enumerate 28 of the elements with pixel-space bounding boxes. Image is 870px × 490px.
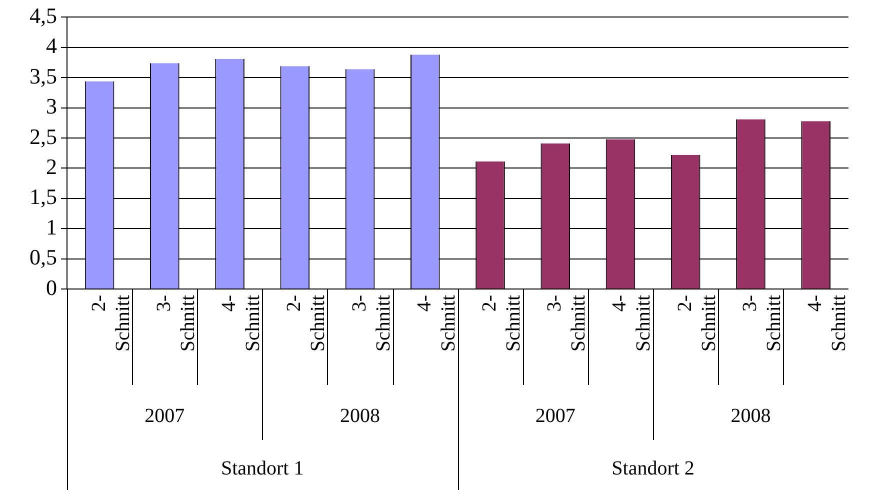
- x-tick-label: 4-Schnitt: [608, 294, 655, 352]
- x-tick-label: 3-Schnitt: [152, 294, 199, 352]
- y-tick-label: 1: [46, 214, 57, 240]
- x-tick-label: 2-Schnitt: [283, 294, 330, 352]
- y-tick-label: 3: [46, 94, 57, 119]
- x-tick-label: 2-Schnitt: [478, 294, 525, 352]
- text: Standort 1: [220, 457, 304, 480]
- text: 2007: [144, 404, 185, 427]
- x-tick-label: 3-Schnitt: [348, 294, 394, 352]
- y-tick-label: 0,5: [30, 244, 57, 270]
- y-tick-label: 3,5: [30, 63, 57, 88]
- x-tick-label: 2-Schnitt: [674, 294, 720, 352]
- text: 2007: [535, 404, 576, 427]
- y-tick-label: 4,5: [30, 2, 57, 28]
- y-tick-label: 4: [46, 33, 57, 58]
- x-tick-label: 3-Schnitt: [738, 294, 785, 352]
- y-tick-label: 0: [46, 274, 57, 300]
- x-tick-label: 2-Schnitt: [88, 294, 134, 352]
- x-tick-label: 4-Schnitt: [218, 294, 264, 352]
- y-tick-label: 1,5: [30, 184, 57, 210]
- x-tick-label: 3-Schnitt: [544, 294, 590, 352]
- text: 2008: [340, 404, 380, 427]
- y-tick-label: 2,5: [30, 124, 57, 149]
- text: Standort 2: [612, 457, 694, 480]
- x-tick-label: 4-Schnitt: [804, 294, 850, 352]
- y-tick-label: 2: [46, 154, 57, 179]
- x-tick-label: 4-Schnitt: [413, 294, 460, 352]
- text: 2008: [730, 404, 771, 427]
